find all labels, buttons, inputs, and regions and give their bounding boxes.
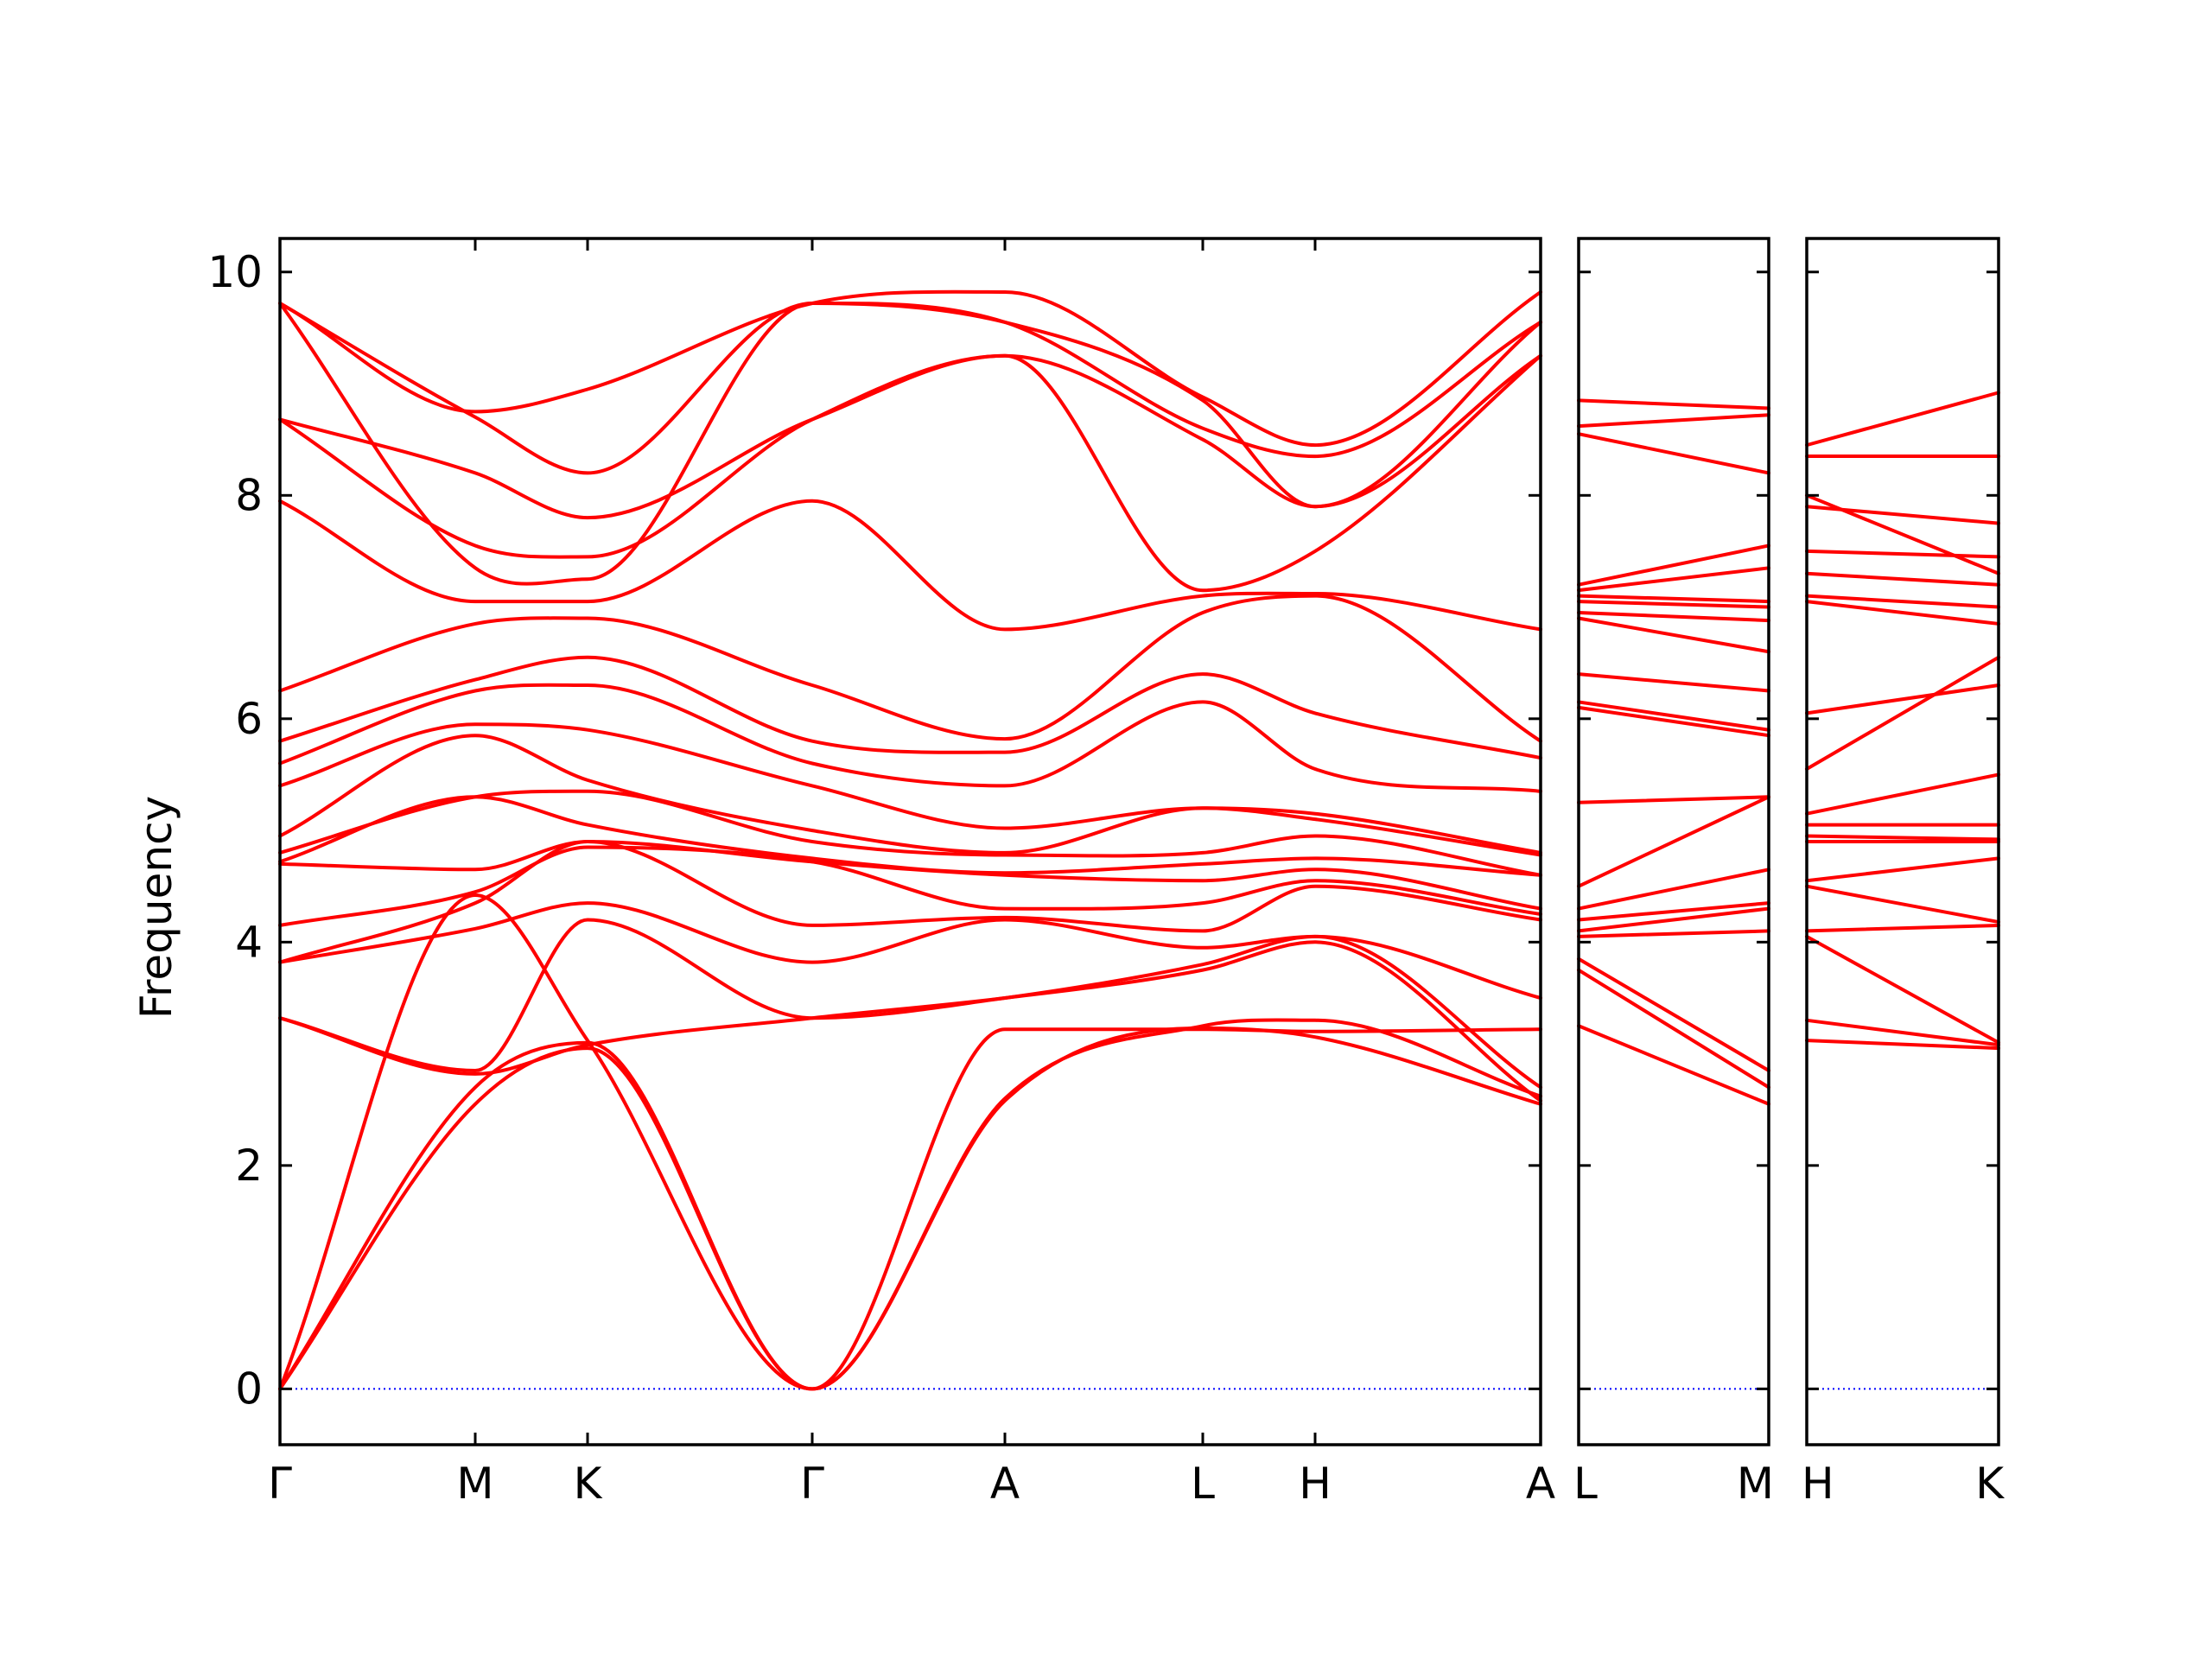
- band-line-acoustic-2: [278, 1018, 1542, 1391]
- band-line-band-18: [1577, 543, 1770, 587]
- band-line-band-9: [1577, 795, 1770, 804]
- band-line-band-8: [1805, 834, 2000, 842]
- band-line-band-1: [1577, 1024, 1770, 1106]
- band-line-band-22: [278, 289, 1542, 448]
- band-line-band-4: [1805, 923, 2000, 933]
- x-tick-label-5: L: [1191, 1459, 1215, 1509]
- band-line-band-11: [278, 789, 1542, 877]
- band-line-band-6: [278, 901, 1542, 1000]
- band-line-band-17: [1577, 566, 1770, 593]
- band-line-band-13: [1577, 616, 1770, 654]
- band-line-band-8: [278, 845, 1542, 927]
- y-tick-label-10: 10: [207, 247, 263, 297]
- band-line-band-12: [278, 734, 1542, 857]
- band-group: [1805, 391, 2000, 1051]
- x-tick-label-7: A: [1526, 1459, 1555, 1509]
- band-line-band-12: [1805, 683, 2000, 715]
- y-axis-title: Frequency: [131, 796, 181, 1019]
- panel-frame: [278, 237, 1542, 1446]
- y-tick-label-4: 4: [235, 917, 263, 967]
- band-line-band-4: [1577, 929, 1770, 938]
- band-line-band-13: [278, 722, 1542, 855]
- band-line-band-18: [1805, 493, 2000, 575]
- band-line-band-15: [1577, 600, 1770, 609]
- band-line-band-4: [278, 940, 1542, 1103]
- band-line-band-7: [278, 840, 1542, 964]
- band-line-band-17: [278, 499, 1542, 632]
- band-group: [1577, 398, 1770, 1106]
- band-line-band-3: [1805, 934, 2000, 1045]
- panel-frame: [1805, 237, 2000, 1446]
- band-line-band-10: [1577, 705, 1770, 738]
- y-tick-label-6: 6: [235, 694, 263, 744]
- band-line-acoustic-3: [278, 893, 1542, 1391]
- x-tick-label-0: Γ: [268, 1459, 292, 1509]
- y-tick-label-0: 0: [235, 1363, 263, 1414]
- band-line-band-15: [1805, 571, 2000, 587]
- panel-1: Γ M K Γ A L H A 0 2 4 6 8 10: [207, 237, 1555, 1509]
- band-line-band-8: [1577, 795, 1770, 888]
- x-tick-label-1: M: [1737, 1459, 1774, 1509]
- band-line-band-14: [1577, 611, 1770, 623]
- x-tick-label-0: L: [1573, 1459, 1598, 1509]
- band-line-band-3: [1577, 957, 1770, 1072]
- x-tick-label-3: Γ: [800, 1459, 824, 1509]
- band-line-band-16: [278, 594, 1542, 743]
- x-tick-label-2: K: [574, 1459, 603, 1509]
- band-line-band-11: [1805, 655, 2000, 771]
- x-tick-label-6: H: [1299, 1459, 1332, 1509]
- band-line-band-2: [1577, 968, 1770, 1090]
- x-tick-label-1: K: [1975, 1459, 2005, 1509]
- panel-frame: [1577, 237, 1770, 1446]
- band-line-band-2: [1805, 1018, 2000, 1047]
- y-tick-label-8: 8: [235, 470, 263, 520]
- band-line-band-14: [278, 683, 1542, 793]
- y-tick-label-2: 2: [235, 1141, 263, 1191]
- band-line-band-5: [1805, 884, 2000, 925]
- x-tick-label-4: A: [990, 1459, 1020, 1509]
- band-line-band-1: [1805, 1039, 2000, 1051]
- band-line-band-16: [1577, 594, 1770, 604]
- band-line-band-15: [278, 655, 1542, 760]
- band-line-band-16: [1805, 549, 2000, 559]
- band-line-band-21: [278, 302, 1542, 509]
- band-line-band-21: [1577, 398, 1770, 410]
- x-tick-label-0: H: [1802, 1459, 1834, 1509]
- band-line-band-5: [1577, 906, 1770, 933]
- band-line-band-7: [1577, 868, 1770, 911]
- x-tick-label-1: M: [456, 1459, 493, 1509]
- band-line-band-10: [1805, 772, 2000, 816]
- band-line-band-6: [1577, 901, 1770, 922]
- band-line-band-11: [1577, 700, 1770, 732]
- band-line-band-20: [1805, 391, 2000, 448]
- band-line-band-14: [1805, 594, 2000, 609]
- band-line-band-13: [1805, 600, 2000, 626]
- band-group: [278, 289, 1542, 1391]
- band-line-band-19: [1577, 432, 1770, 475]
- band-line-band-12: [1577, 672, 1770, 693]
- band-line-band-6: [1805, 856, 2000, 883]
- band-line-band-20: [1577, 413, 1770, 429]
